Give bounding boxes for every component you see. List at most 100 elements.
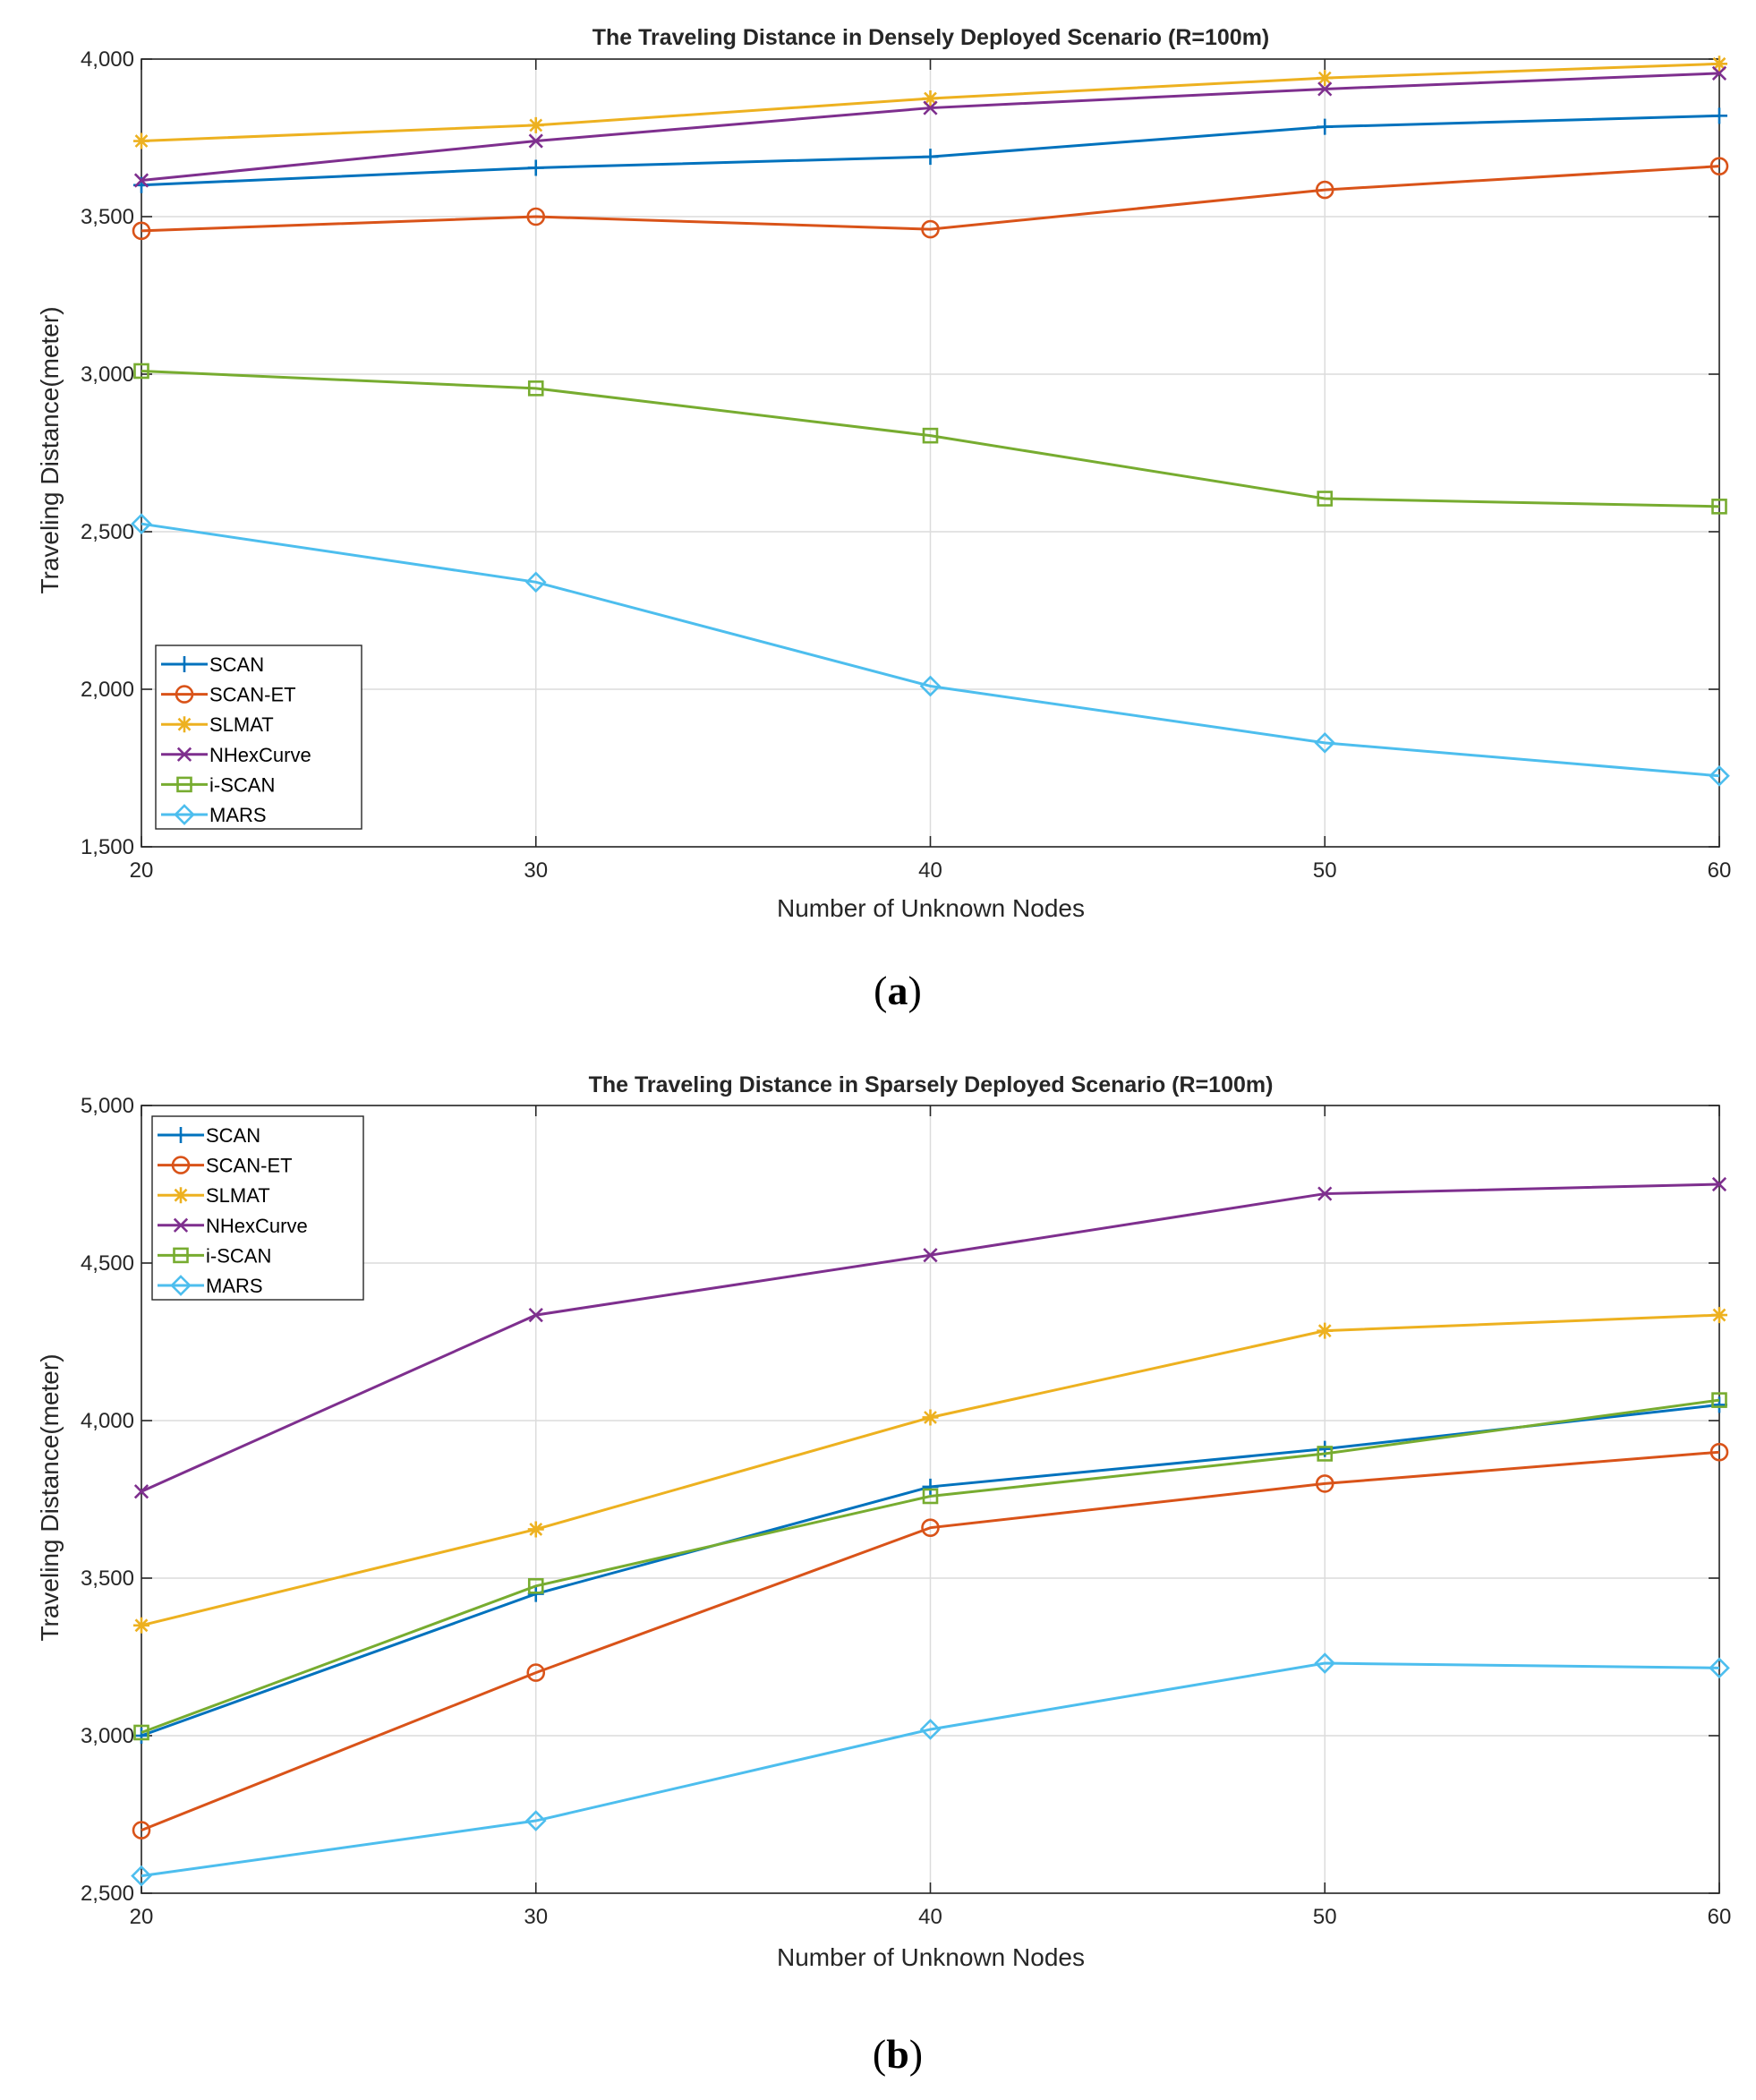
series-nhexcurve	[133, 65, 1727, 188]
legend-marker	[174, 804, 195, 825]
y-tick-label: 1,500	[81, 835, 134, 859]
data-point-scan	[1711, 107, 1727, 124]
legend-item-slmat: SLMAT	[158, 1184, 270, 1207]
data-point-scan-et	[1315, 180, 1334, 200]
legend-item-mars: MARS	[161, 804, 267, 826]
legend-label: NHexCurve	[209, 744, 311, 766]
data-point-slmat	[1317, 1322, 1334, 1339]
data-point-mars	[131, 1865, 152, 1887]
data-point-scan	[922, 1478, 939, 1495]
data-point-i-scan	[922, 427, 939, 444]
data-point-nhexcurve	[528, 133, 543, 149]
legend-item-i-scan: i-SCAN	[161, 773, 275, 796]
y-axis-label: Traveling Distance(meter)	[36, 306, 64, 593]
plot-layer: 20 30 40 50 60 1,500 2,000 2,500 3,000 3,500 4,000…	[81, 47, 1731, 883]
legend-item-nhexcurve: NHexCurve	[161, 744, 311, 766]
legend-marker	[176, 776, 192, 793]
data-point-i-scan	[133, 363, 149, 380]
series-nhexcurve	[133, 1176, 1727, 1499]
legend-marker	[176, 656, 192, 672]
y-tick-label: 2,500	[81, 520, 134, 544]
data-point-scan-et	[1315, 1474, 1334, 1493]
data-point-nhexcurve	[133, 173, 149, 188]
legend-label: MARS	[209, 804, 267, 826]
legend-label: SCAN	[209, 653, 264, 676]
data-point-i-scan	[133, 1724, 149, 1741]
x-tick-label: 20	[130, 858, 154, 883]
data-point-scan-et	[526, 207, 546, 226]
series-line-mars	[141, 1661, 1720, 1878]
data-point-slmat	[922, 90, 939, 107]
data-point-slmat	[922, 1409, 939, 1426]
data-point-i-scan	[527, 380, 544, 397]
data-point-slmat	[133, 1617, 149, 1634]
legend-marker	[170, 1275, 192, 1296]
data-point-mars	[524, 1810, 547, 1831]
panel-caption: (a)	[874, 968, 922, 1013]
data-point-scan-et	[1709, 1442, 1729, 1462]
data-point-scan	[133, 1728, 149, 1744]
legend-marker	[171, 1156, 191, 1174]
data-point-mars	[919, 675, 942, 697]
y-tick-label: 3,000	[81, 1724, 134, 1748]
data-point-scan-et	[921, 1518, 940, 1537]
data-point-scan-et	[132, 221, 151, 241]
y-tick-label: 5,000	[81, 1094, 134, 1118]
x-axis-label: Number of Unknown Nodes	[777, 894, 1085, 922]
data-point-mars	[1709, 764, 1730, 787]
legend-marker	[173, 1247, 189, 1264]
y-tick-label: 3,500	[81, 1566, 134, 1591]
series-line-scan-et	[141, 1450, 1720, 1831]
panel-caption: (b)	[873, 2031, 923, 2077]
legend-box	[155, 645, 362, 830]
data-point-scan	[1317, 118, 1334, 135]
legend-label: i-SCAN	[209, 773, 275, 796]
data-point-slmat	[527, 1521, 544, 1538]
legend-item-scan: SCAN	[158, 1124, 260, 1147]
x-tick-label: 60	[1708, 1905, 1732, 1929]
data-point-mars	[524, 571, 547, 593]
data-point-slmat	[133, 132, 149, 149]
x-tick-label: 50	[1313, 858, 1337, 883]
legend-marker	[173, 1217, 189, 1233]
data-point-nhexcurve	[923, 1248, 938, 1263]
series-line-i-scan	[141, 1398, 1720, 1734]
legend: SCAN SCAN-ET SLMAT NHexCurve i-SCAN MARS	[151, 1115, 364, 1301]
data-point-scan-et	[1709, 157, 1729, 175]
data-point-slmat	[1711, 1307, 1727, 1324]
series-scan-et	[132, 157, 1729, 241]
data-point-scan	[1711, 1396, 1727, 1413]
chart-title: The Traveling Distance in Densely Deploy…	[592, 25, 1270, 50]
legend: SCAN SCAN-ET SLMAT NHexCurve i-SCAN MARS	[155, 645, 362, 830]
data-point-nhexcurve	[1317, 81, 1333, 97]
legend-label: MARS	[206, 1275, 263, 1297]
series-i-scan	[133, 363, 1727, 515]
legend-item-mars: MARS	[158, 1275, 263, 1297]
y-tick-label: 4,500	[81, 1251, 134, 1276]
chart-panel-b: The Traveling Distance in Sparsely Deplo…	[36, 1072, 1731, 2077]
legend-label: SLMAT	[209, 713, 274, 736]
data-point-i-scan	[1317, 1446, 1334, 1462]
x-tick-label: 20	[130, 1905, 154, 1929]
series-mars	[131, 513, 1730, 787]
y-tick-label: 3,000	[81, 363, 134, 387]
data-point-scan-et	[132, 1821, 151, 1840]
data-point-slmat	[527, 116, 544, 133]
x-axis-label: Number of Unknown Nodes	[777, 1943, 1085, 1971]
series-scan-et	[132, 1442, 1729, 1840]
data-point-nhexcurve	[1711, 1176, 1727, 1192]
data-point-i-scan	[1711, 1392, 1727, 1408]
y-tick-label: 2,000	[81, 678, 134, 702]
legend-label: SCAN-ET	[209, 684, 296, 706]
data-point-i-scan	[922, 1488, 939, 1505]
data-point-scan	[527, 159, 544, 176]
legend-label: SCAN-ET	[206, 1155, 293, 1177]
data-point-mars	[1314, 732, 1336, 754]
y-tick-label: 3,500	[81, 205, 134, 229]
data-point-nhexcurve	[923, 100, 938, 115]
data-point-slmat	[1317, 70, 1334, 87]
x-tick-label: 30	[524, 1905, 548, 1929]
legend-marker	[173, 1127, 189, 1143]
x-tick-label: 40	[918, 1905, 942, 1929]
